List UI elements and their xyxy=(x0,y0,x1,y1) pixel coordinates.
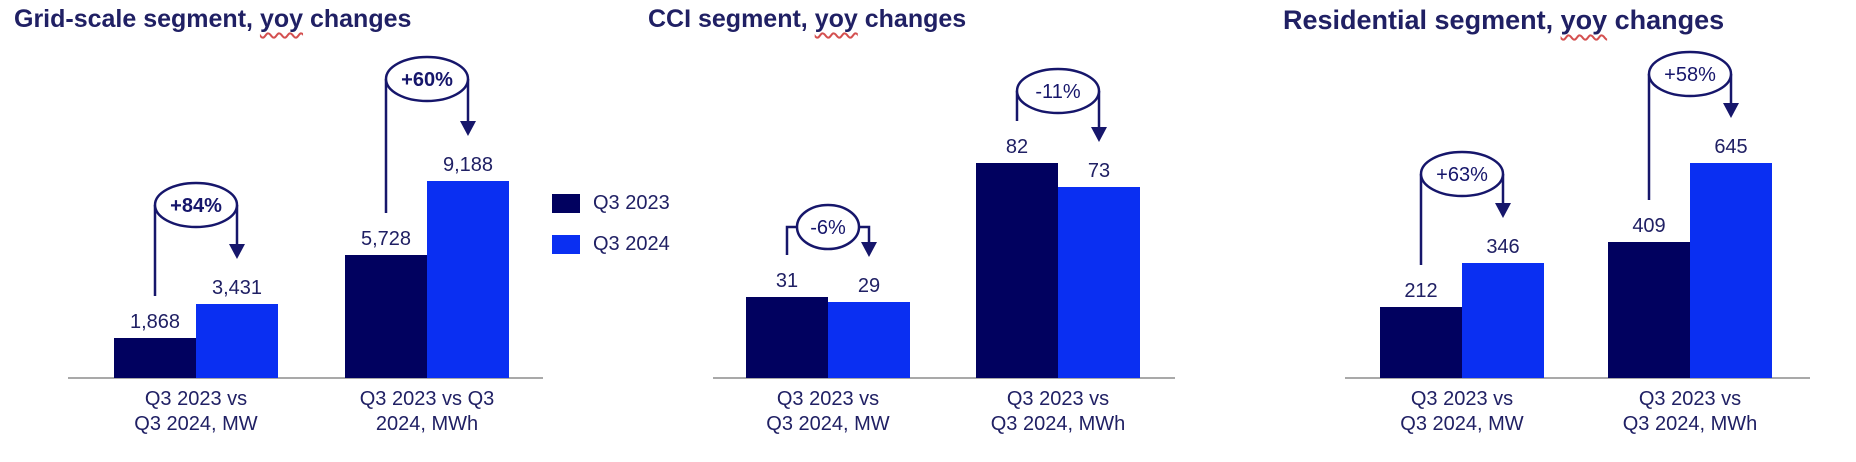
chart1-title-pre: Grid-scale segment, xyxy=(14,5,260,33)
pct-change-ellipse xyxy=(1015,67,1101,115)
value-label-q3-2023: 212 xyxy=(1404,280,1438,302)
chart3-title: Residential segment, yoy changes xyxy=(1283,5,1724,36)
bar-q3-2023-chart1-group1 xyxy=(114,338,196,378)
bar-q3-2024-chart2-group2 xyxy=(1058,187,1140,378)
legend-swatch-q3-2023 xyxy=(552,194,580,213)
chart1-title: Grid-scale segment, yoy changes xyxy=(14,5,411,34)
legend-swatch-q3-2024 xyxy=(552,235,580,254)
category-label: Q3 2023 vs Q3 2024, MW xyxy=(134,388,258,435)
pct-change-ellipse xyxy=(1647,50,1733,98)
value-label-q3-2023: 82 xyxy=(1005,136,1029,158)
value-label-q3-2024: 9,188 xyxy=(442,154,494,176)
chart3-title-pre: Residential segment, xyxy=(1283,5,1561,35)
chart3-title-post: changes xyxy=(1607,5,1725,35)
bar-q3-2024-chart3-group1 xyxy=(1462,263,1544,378)
value-label-q3-2024: 73 xyxy=(1087,160,1111,182)
value-label-q3-2023: 31 xyxy=(775,270,799,292)
value-label-q3-2023: 1,868 xyxy=(129,311,181,333)
bar-q3-2023-chart2-group2 xyxy=(976,163,1058,378)
chart2-title-post: changes xyxy=(857,5,967,33)
growth-arrow-head xyxy=(1723,103,1739,118)
bar-q3-2023-chart1-group2 xyxy=(345,255,427,378)
x-axis-line-chart2 xyxy=(713,377,1175,379)
bar-q3-2024-chart1-group2 xyxy=(427,181,509,378)
pct-change-label: +63% xyxy=(1436,164,1488,186)
growth-arrow-right-line xyxy=(859,225,871,244)
category-label: Q3 2023 vs Q3 2024, MWh xyxy=(1622,388,1758,435)
bar-q3-2023-chart3-group2 xyxy=(1608,242,1690,378)
legend-label-q3-2024: Q3 2024 xyxy=(593,233,670,255)
pct-change-label: -6% xyxy=(810,217,846,239)
chart-legend: Q3 2023 Q3 2024 xyxy=(552,192,670,256)
bar-q3-2024-chart1-group1 xyxy=(196,304,278,378)
growth-arrow-head xyxy=(1091,127,1107,142)
pct-change-ellipse xyxy=(795,203,861,251)
growth-arrow-head xyxy=(229,244,245,259)
value-label-q3-2023: 409 xyxy=(1632,215,1666,237)
pct-change-label: +60% xyxy=(401,69,453,91)
category-label: Q3 2023 vs Q3 2024, MWh xyxy=(990,388,1126,435)
legend-label-q3-2023: Q3 2023 xyxy=(593,192,670,214)
pct-change-label: -11% xyxy=(1035,81,1080,103)
bar-q3-2023-chart2-group1 xyxy=(746,297,828,378)
growth-arrow-head xyxy=(861,242,877,257)
bar-q3-2023-chart3-group1 xyxy=(1380,307,1462,378)
category-label: Q3 2023 vs Q3 2024, MW xyxy=(1400,388,1524,435)
pct-change-label: +84% xyxy=(170,195,222,217)
category-label: Q3 2023 vs Q3 2024, MW xyxy=(766,388,890,435)
pct-change-ellipse xyxy=(384,55,470,103)
chart1-title-post: changes xyxy=(303,5,412,33)
value-label-q3-2024: 346 xyxy=(1486,236,1520,258)
legend-item-q3-2023: Q3 2023 xyxy=(552,192,670,215)
legend-item-q3-2024: Q3 2024 xyxy=(552,233,670,256)
growth-arrow-left-line xyxy=(785,225,797,255)
category-label: Q3 2023 vs Q3 2024, MWh xyxy=(359,388,495,435)
value-label-q3-2024: 645 xyxy=(1714,136,1748,158)
chart2-title: CCI segment, yoy changes xyxy=(648,5,966,34)
growth-arrow-head xyxy=(1495,203,1511,218)
value-label-q3-2023: 5,728 xyxy=(360,228,412,250)
chart3-title-spellchecked-word: yoy xyxy=(1560,5,1608,35)
chart2-title-spellchecked-word: yoy xyxy=(814,5,858,33)
x-axis-line-chart3 xyxy=(1345,377,1810,379)
chart2-title-pre: CCI segment, xyxy=(648,5,815,33)
bar-q3-2024-chart3-group2 xyxy=(1690,163,1772,378)
bar-q3-2024-chart2-group1 xyxy=(828,302,910,378)
growth-arrow-head xyxy=(460,121,476,136)
x-axis-line-chart1 xyxy=(68,377,543,379)
value-label-q3-2024: 29 xyxy=(857,275,881,297)
pct-change-label: +58% xyxy=(1664,64,1716,86)
chart1-title-spellchecked-word: yoy xyxy=(259,5,304,33)
pct-change-ellipse xyxy=(1419,150,1505,198)
pct-change-ellipse xyxy=(153,181,239,229)
value-label-q3-2024: 3,431 xyxy=(211,277,263,299)
